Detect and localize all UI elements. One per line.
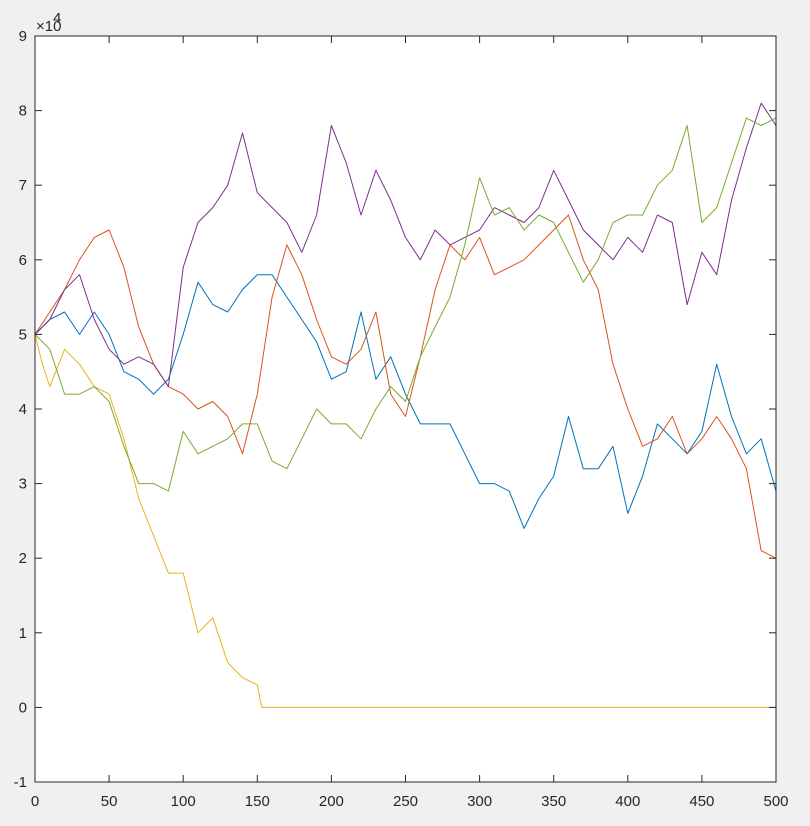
x-tick-label: 100: [171, 793, 196, 810]
x-tick-label: 0: [31, 793, 39, 810]
x-tick-label: 350: [541, 793, 566, 810]
y-tick-label: 8: [19, 103, 27, 120]
series-line-5: [34, 117, 777, 492]
y-tick-label: 0: [19, 699, 27, 716]
y-tick-label: 2: [19, 550, 27, 567]
y-tick-label: 3: [19, 476, 27, 493]
y-tick-label: 5: [19, 326, 27, 343]
series-line-4: [34, 102, 777, 388]
series-layer: [34, 102, 777, 708]
y-tick-label: 1: [19, 625, 27, 642]
ticks-layer: [34, 35, 777, 783]
x-tick-label: 250: [393, 793, 418, 810]
y-tick-label: 6: [19, 252, 27, 269]
x-tick-label: 300: [467, 793, 492, 810]
x-tick-label: 150: [245, 793, 270, 810]
x-tick-label: 450: [689, 793, 714, 810]
series-line-3: [34, 334, 776, 708]
y-tick-label: 4: [19, 401, 27, 418]
x-tick-label: 400: [615, 793, 640, 810]
x-tick-label: 200: [319, 793, 344, 810]
labels-layer: 0 50 100 150 200 250 300 350 400 450 500-101234567…: [14, 28, 789, 810]
x-tick-label: 50: [101, 793, 118, 810]
y-tick-label: -1: [14, 774, 27, 791]
y-exponent-power: 4: [53, 10, 61, 27]
y-tick-label: 7: [19, 177, 27, 194]
axes-background: [35, 36, 776, 782]
x-tick-label: 500: [763, 793, 788, 810]
y-exponent-base: ×10: [36, 18, 61, 35]
y-tick-label: 9: [19, 28, 27, 45]
